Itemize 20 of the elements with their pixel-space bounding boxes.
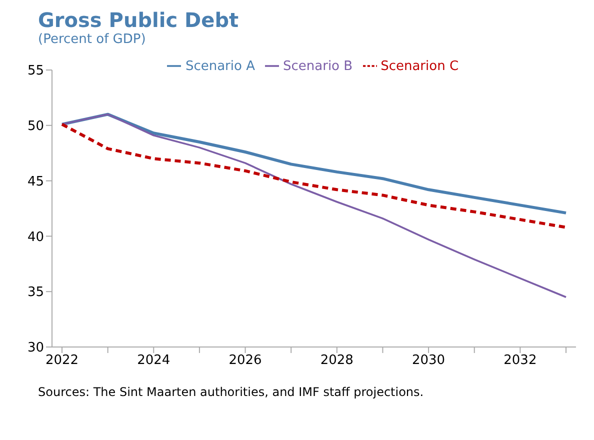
x-tick-label: 2028 [320,353,354,368]
line-series [61,113,567,298]
legend-label: Scenario A [185,59,255,74]
legend-label: Scenario B [283,59,353,74]
y-tick-label: 55 [27,64,44,79]
x-tick-label: 2032 [504,353,537,368]
y-tick-label: 30 [27,340,44,356]
x-tick-label: 2030 [412,353,446,368]
source-note: Sources: The Sint Maarten authorities, and IMF staff projections. [38,385,425,399]
y-tick-label: 50 [27,119,44,134]
chart-title: Gross Public Debt [38,8,240,32]
x-tick-label: 2022 [45,353,79,368]
y-tick-label: 45 [27,174,44,190]
chart-subtitle: (Percent of GDP) [38,32,147,47]
line-series [60,122,568,229]
x-tick-label: 2024 [137,353,170,368]
legend-label: Scenarion C [380,59,459,74]
y-tick-label: 40 [27,230,44,245]
y-tick-label: 35 [27,285,44,300]
x-tick-label: 2026 [228,353,262,368]
